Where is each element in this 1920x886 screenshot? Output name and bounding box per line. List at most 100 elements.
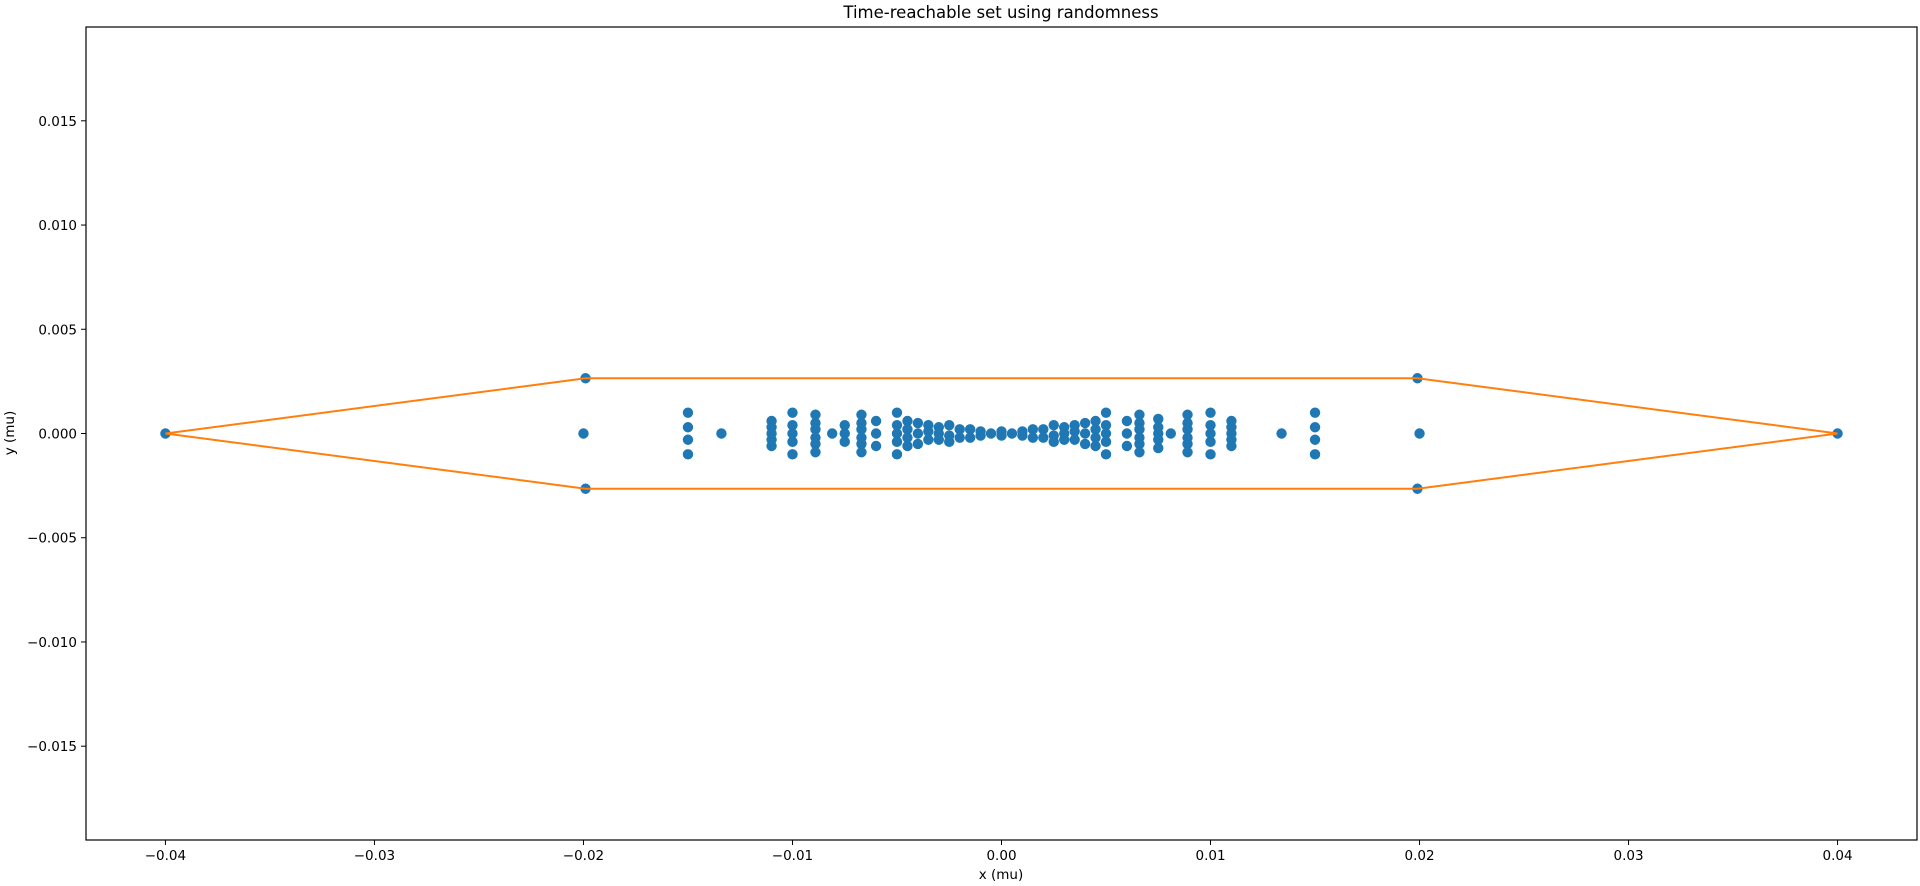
x-tick-label: 0.01 — [1195, 848, 1225, 864]
scatter-point-113 — [1059, 434, 1070, 445]
scatter-point-123 — [1038, 432, 1049, 443]
scatter-point-75 — [1121, 415, 1133, 427]
x-tick-label: −0.04 — [145, 848, 186, 864]
scatter-point-73 — [870, 428, 882, 439]
scatter-point-46 — [1182, 424, 1193, 435]
scatter-point-65 — [856, 447, 867, 458]
scatter-point-99 — [1079, 417, 1091, 429]
scatter-point-53 — [839, 428, 850, 439]
y-tick-label: 0.015 — [38, 114, 77, 130]
scatter-point-54 — [839, 436, 850, 448]
scatter-point-81 — [891, 436, 903, 448]
scatter-point-122 — [1038, 424, 1049, 435]
scatter-point-129 — [975, 430, 986, 441]
scatter-point-127 — [1027, 432, 1039, 443]
x-tick-label: −0.02 — [563, 848, 604, 864]
scatter-point-107 — [1069, 434, 1080, 445]
scatter-point-133 — [1006, 428, 1018, 439]
scatter-point-121 — [954, 432, 965, 443]
y-tick-label: −0.005 — [27, 531, 77, 547]
scatter-point-37 — [1205, 449, 1216, 460]
scatter-point-103 — [923, 426, 934, 437]
scatter-point-125 — [964, 432, 976, 443]
scatter-point-131 — [1017, 430, 1028, 441]
scatter-point-90 — [902, 432, 913, 443]
scatter-point-132 — [985, 428, 997, 439]
scatter-point-27 — [1226, 440, 1237, 452]
scatter-point-101 — [1079, 438, 1091, 450]
scatter-point-96 — [912, 417, 924, 429]
scatter-point-94 — [1090, 432, 1101, 443]
scatter-point-91 — [902, 440, 913, 452]
scatter-point-35 — [1205, 428, 1216, 439]
scatter-point-42 — [810, 438, 821, 450]
chart-title: Time-reachable set using randomness — [842, 3, 1158, 22]
x-tick-label: 0.02 — [1405, 848, 1435, 864]
scatter-point-7 — [1414, 428, 1425, 439]
scatter-point-110 — [933, 434, 944, 445]
scatter-point-40 — [810, 424, 821, 435]
scatter-point-104 — [923, 434, 934, 445]
scatter-point-76 — [1121, 428, 1133, 439]
reachable-set-hull-line — [165, 377, 1838, 490]
scatter-point-15 — [1309, 434, 1321, 445]
scatter-point-52 — [839, 419, 850, 431]
scatter-point-55 — [1153, 413, 1164, 425]
x-axis-ticks: −0.04 −0.03 −0.02 −0.01 0.00 0.01 0.02 0.03 0.04 — [145, 840, 1853, 864]
scatter-point-36 — [1205, 436, 1216, 448]
y-tick-label: −0.010 — [27, 635, 77, 651]
y-tick-label: −0.015 — [27, 739, 77, 755]
scatter-point-58 — [1153, 434, 1164, 445]
x-axis-label: x (mu) — [979, 867, 1024, 883]
scatter-point-78 — [891, 407, 903, 418]
scatter-point-33 — [1205, 407, 1216, 418]
scatter-point-100 — [1079, 428, 1091, 439]
scatter-point-13 — [1309, 407, 1321, 418]
scatter-point-126 — [1027, 424, 1039, 435]
scatter-point-10 — [682, 434, 694, 445]
scatter-point-49 — [1182, 447, 1193, 458]
scatter-point-95 — [1090, 440, 1101, 452]
scatter-point-114 — [944, 419, 955, 431]
scatter-point-64 — [856, 438, 867, 450]
scatter-point-79 — [891, 419, 903, 431]
y-tick-label: 0.000 — [38, 427, 77, 443]
scatter-point-82 — [891, 449, 903, 460]
scatter-point-88 — [902, 415, 913, 427]
scatter-point-85 — [1100, 428, 1112, 439]
scatter-point-4 — [578, 428, 589, 439]
scatter-point-32 — [787, 449, 798, 460]
scatter-point-43 — [810, 447, 821, 458]
scatter-point-124 — [964, 424, 976, 435]
scatter-point-74 — [870, 440, 882, 452]
scatter-point-11 — [682, 449, 694, 460]
scatter-point-119 — [1048, 436, 1059, 448]
scatter-point-117 — [1048, 419, 1059, 431]
scatter-point-29 — [787, 419, 798, 431]
scatter-point-31 — [787, 436, 798, 448]
scatter-point-92 — [1090, 415, 1101, 427]
scatter-point-14 — [1309, 422, 1321, 433]
scatter-point-51 — [1165, 428, 1177, 439]
y-axis-ticks: −0.015 −0.010 −0.005 0.000 0.005 0.010 0.015 — [27, 114, 86, 755]
scatter-point-98 — [912, 438, 924, 450]
scatter-point-72 — [870, 415, 882, 427]
scatter-point-44 — [1182, 409, 1193, 420]
scatter-point-116 — [944, 436, 955, 448]
scatter-point-93 — [1090, 424, 1101, 435]
scatter-point-84 — [1100, 419, 1112, 431]
scatter-point-89 — [902, 424, 913, 435]
scatter-point-48 — [1182, 438, 1193, 450]
y-axis-label: y (mu) — [2, 411, 18, 456]
plot-area — [160, 373, 1843, 494]
y-tick-label: 0.010 — [38, 218, 77, 234]
scatter-point-66 — [1134, 409, 1145, 420]
scatter-point-60 — [856, 409, 867, 420]
scatter-point-17 — [1276, 428, 1287, 439]
scatter-point-71 — [1134, 447, 1145, 458]
scatter-point-8 — [682, 407, 694, 418]
scatter-point-9 — [682, 422, 694, 433]
scatter-point-50 — [827, 428, 838, 439]
